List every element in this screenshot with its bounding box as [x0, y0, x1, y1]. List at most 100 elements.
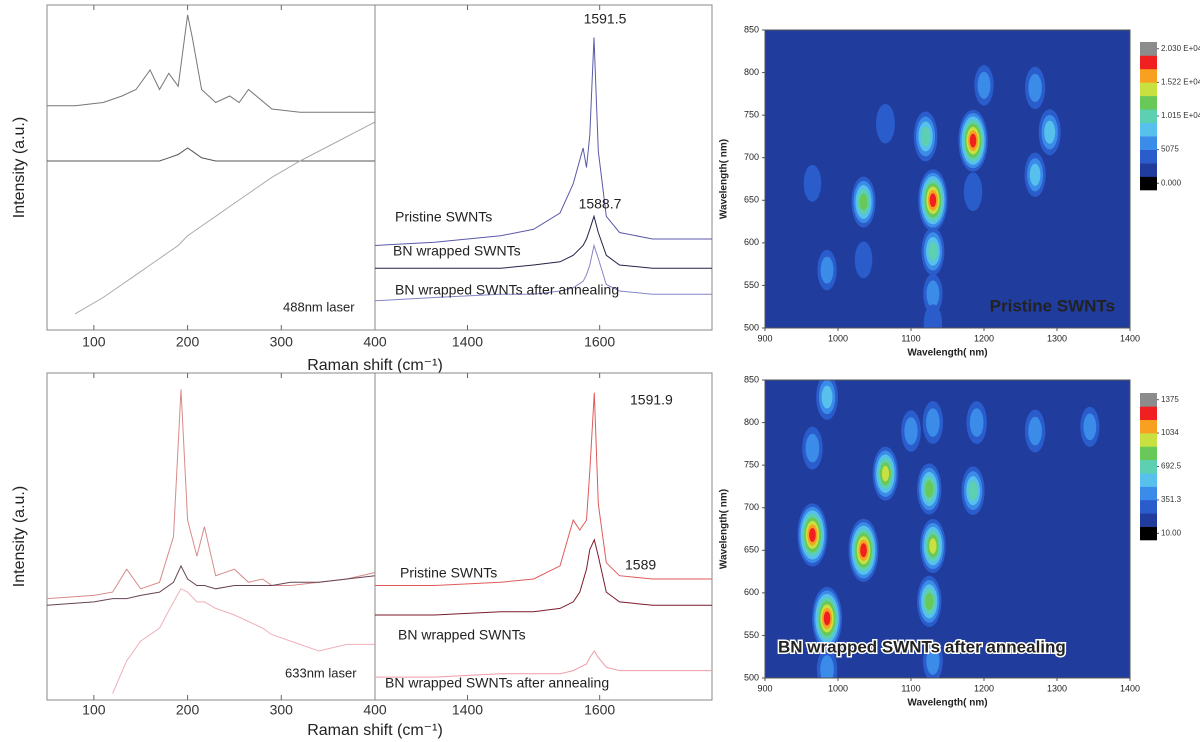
contour-ring [881, 465, 890, 482]
spectrum-line [47, 14, 375, 113]
x-tick-label: 1400 [452, 702, 483, 718]
y-tick-label: 750 [744, 110, 759, 120]
y-tick-label: 850 [744, 24, 759, 34]
x-tick-label: 300 [270, 334, 294, 350]
y-tick-label: 800 [744, 417, 759, 427]
y-tick-label: 650 [744, 545, 759, 555]
colorbar-band [1140, 82, 1157, 97]
series-label: BN wrapped SWNTs after annealing [385, 675, 609, 691]
spectrum-line [47, 147, 375, 162]
contour-ring [926, 647, 940, 675]
intensity-spot [851, 176, 876, 228]
x-axis-label: Wavelength( nm) [907, 348, 987, 359]
colorbar-band [1140, 163, 1157, 177]
intensity-spot [923, 640, 943, 678]
map-frame [764, 29, 1131, 329]
x-tick-label: 1200 [974, 333, 994, 343]
contour-ring [820, 655, 834, 678]
colorbar-band [1140, 419, 1157, 434]
contour-ring [859, 193, 868, 211]
peak-label: 1588.7 [579, 196, 622, 212]
y-tick-label: 600 [744, 587, 759, 597]
map-area [797, 380, 1100, 678]
contour-ring [969, 133, 977, 148]
map-area [803, 65, 1061, 328]
panel-frame [46, 372, 376, 701]
colorbar-label: 1.015 E+04 [1161, 111, 1200, 120]
intensity-spot [797, 503, 828, 567]
x-tick-label: 1300 [1047, 683, 1067, 693]
series-label: Pristine SWNTs [400, 565, 497, 581]
contour-ring [820, 256, 834, 284]
intensity-spot [917, 463, 942, 515]
colorbar-label: 5075 [1161, 145, 1179, 154]
x-tick-label: 1300 [1047, 333, 1067, 343]
contour-ring [1083, 413, 1097, 441]
intensity-spot [922, 401, 944, 445]
colorbar-band [1140, 486, 1157, 501]
x-tick-label: 1400 [1120, 683, 1140, 693]
contour-ring [926, 280, 940, 308]
colorbar-band [1140, 136, 1157, 150]
colorbar-label: 351.3 [1161, 495, 1182, 504]
y-tick-label: 600 [744, 237, 759, 247]
x-tick-label: 1100 [901, 333, 920, 343]
colorbar-band [1140, 149, 1157, 164]
contour-ring [963, 172, 983, 212]
colorbar-label: 0.000 [1161, 178, 1182, 187]
colorbar-band [1140, 446, 1157, 461]
colorbar-label: 692.5 [1161, 462, 1182, 471]
contour-ring [920, 126, 931, 147]
contour-ring [823, 611, 831, 626]
colorbar-label: 1.522 E+04 [1161, 77, 1200, 86]
contour-ring [928, 241, 938, 261]
spectrum-line [375, 650, 712, 678]
contour-ring [925, 592, 934, 610]
intensity-spot [917, 575, 942, 628]
intensity-spot [923, 273, 943, 315]
colorbar-band [1140, 526, 1157, 541]
spectrum-line [374, 243, 712, 302]
spectrum-line [374, 37, 712, 246]
contour-ring [803, 164, 822, 202]
x-tick-label: 300 [270, 702, 294, 718]
colorbar-band [1140, 68, 1157, 83]
colorbar-band [1140, 95, 1157, 110]
laser-note: 633nm laser [285, 665, 357, 680]
contour-ring [929, 193, 937, 208]
colorbar-band [1140, 513, 1157, 527]
y-tick-label: 550 [744, 630, 759, 640]
y-tick-label: 500 [744, 672, 759, 682]
contour-ring [925, 480, 934, 498]
x-tick-label: 100 [82, 702, 106, 718]
y-tick-label: 700 [744, 502, 759, 512]
spectrum-line [375, 214, 712, 269]
spectrum-line [46, 564, 376, 606]
map-title: Pristine SWNTs [990, 296, 1115, 315]
contour-ring [926, 408, 940, 437]
contour-ring [1029, 163, 1041, 186]
contour-ring [904, 417, 918, 445]
intensity-spot [803, 164, 822, 202]
contour-ring [929, 538, 937, 554]
colorbar-label: 1034 [1161, 428, 1179, 437]
intensity-spot [848, 518, 879, 582]
series-label: BN wrapped SWNTs after annealing [395, 282, 619, 298]
intensity-spot [816, 648, 838, 678]
intensity-spot [961, 466, 985, 515]
x-tick-label: 1400 [452, 334, 483, 350]
x-tick-label: 1600 [584, 702, 615, 718]
spectrum-line [74, 121, 376, 315]
y-tick-label: 700 [744, 152, 759, 162]
y-tick-label: 550 [744, 280, 759, 290]
x-tick-label: 1000 [828, 683, 848, 693]
peak-label: 1591.9 [630, 392, 673, 408]
colorbar-band [1140, 393, 1157, 407]
x-tick-label: 100 [82, 334, 106, 350]
intensity-spot [802, 426, 823, 470]
x-tick-label: 200 [176, 334, 200, 350]
contour-ring [1044, 120, 1056, 144]
colorbar-band [1140, 499, 1157, 514]
contour-ring [969, 408, 984, 437]
